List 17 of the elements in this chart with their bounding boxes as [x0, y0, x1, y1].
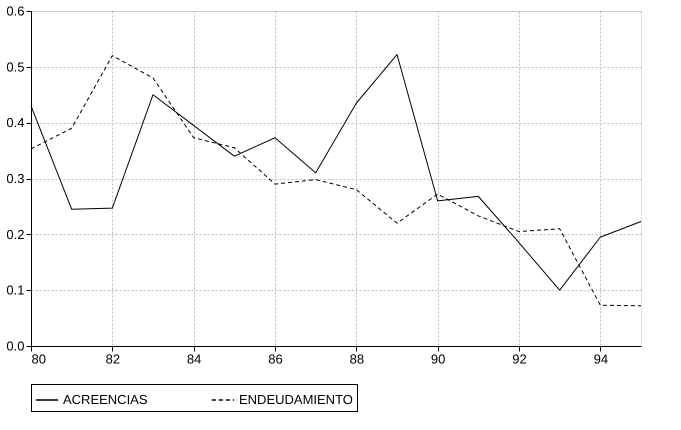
y-tick-label: 0.4	[6, 115, 24, 130]
y-tick-label: 0.1	[6, 282, 24, 298]
x-tick-label: 82	[106, 352, 120, 366]
y-tick-label: 0.3	[6, 171, 24, 186]
y-tick-label: 0.0	[6, 338, 24, 354]
legend-label: ACREENCIAS	[63, 392, 148, 407]
y-tick-label: 0.5	[6, 59, 24, 74]
x-tick-label: 86	[268, 352, 283, 366]
x-tick-label: 94	[594, 352, 608, 366]
x-tick-label: 92	[512, 352, 527, 366]
legend-label: ENDEUDAMIENTO	[239, 392, 353, 407]
y-tick-label: 0.2	[6, 226, 24, 242]
x-tick-label: 84	[186, 352, 202, 366]
x-tick-label: 80	[32, 352, 46, 366]
y-tick-label: 0.6	[6, 4, 24, 18]
x-tick-label: 90	[430, 352, 446, 366]
x-tick-label: 88	[350, 352, 364, 366]
